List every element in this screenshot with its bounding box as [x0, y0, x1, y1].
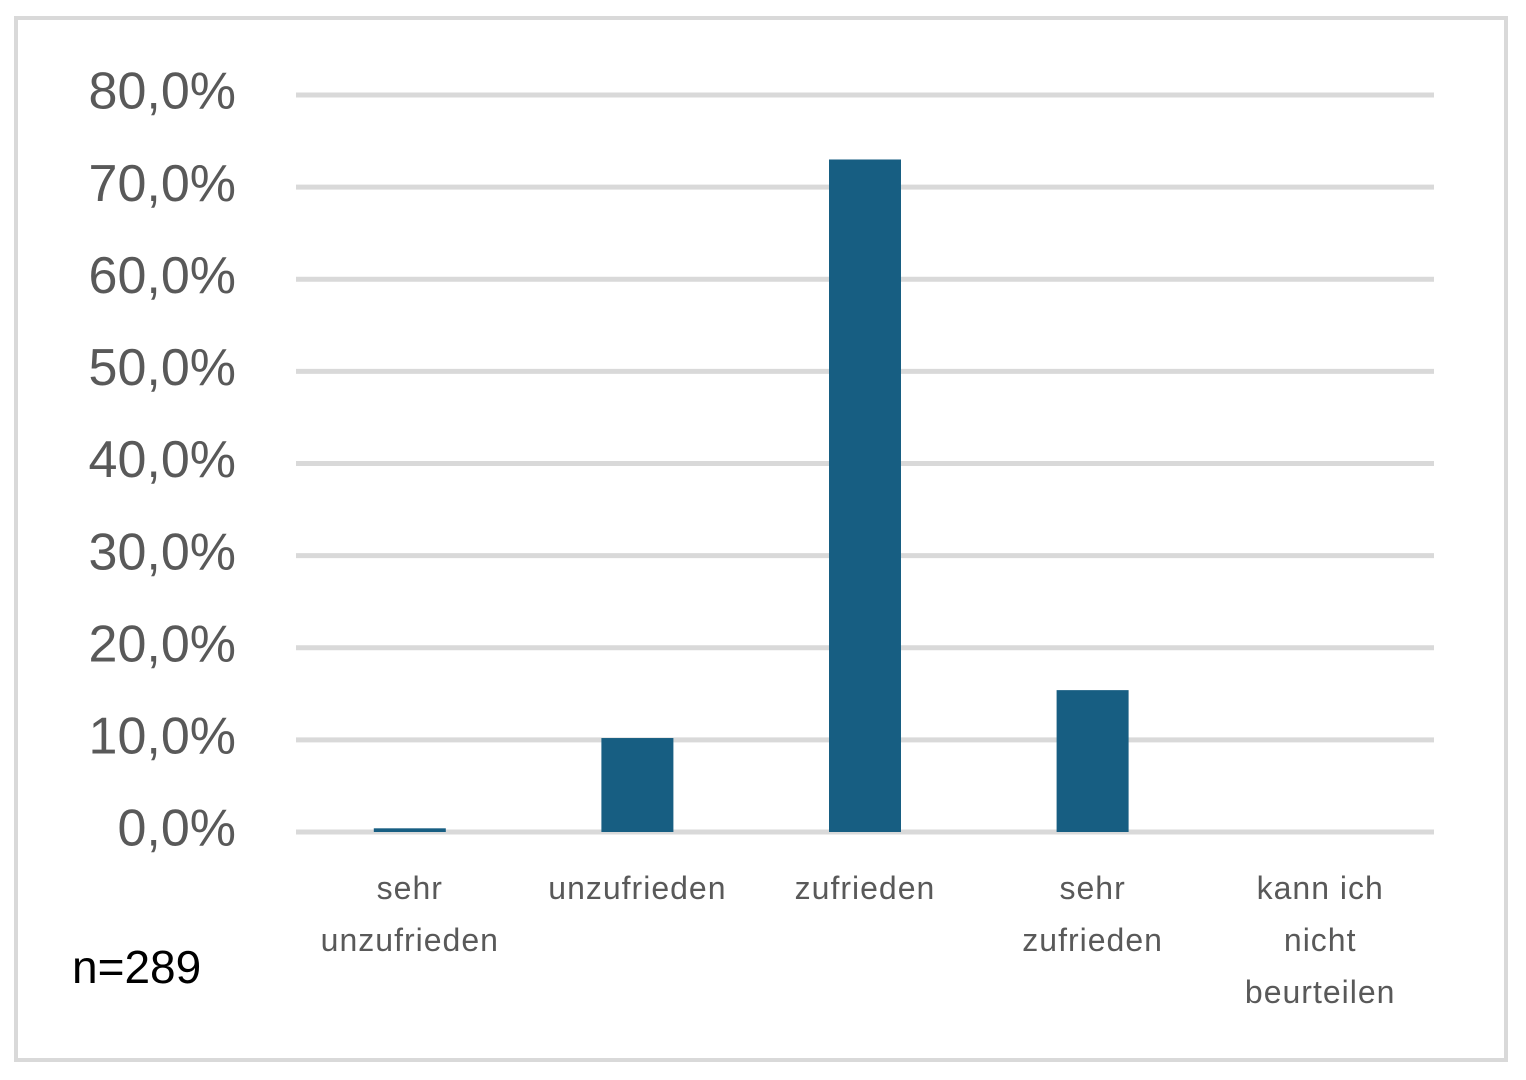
bar: [373, 828, 446, 832]
y-tick-label: 50,0%: [89, 339, 236, 397]
y-tick-label: 60,0%: [89, 247, 236, 305]
x-tick-label: kann ich nicht beurteilen: [1244, 870, 1396, 1010]
y-tick-label: 10,0%: [89, 708, 236, 766]
chart-frame: [14, 16, 1508, 1062]
x-tick-label: zufrieden: [794, 870, 936, 906]
y-tick-label: 20,0%: [89, 615, 236, 673]
y-tick-label: 0,0%: [117, 800, 236, 858]
y-tick-label: 40,0%: [89, 431, 236, 489]
x-tick-label: sehr zufrieden: [1022, 870, 1163, 958]
y-tick-label: 70,0%: [89, 155, 236, 213]
sample-size-note: n=289: [72, 941, 202, 993]
y-tick-label: 80,0%: [89, 63, 236, 121]
bar: [1056, 690, 1129, 832]
x-tick-label: unzufrieden: [548, 870, 727, 906]
y-tick-label: 30,0%: [89, 523, 236, 581]
bar: [829, 159, 901, 833]
x-tick-label: sehr unzufrieden: [320, 870, 499, 958]
bar: [601, 738, 674, 832]
